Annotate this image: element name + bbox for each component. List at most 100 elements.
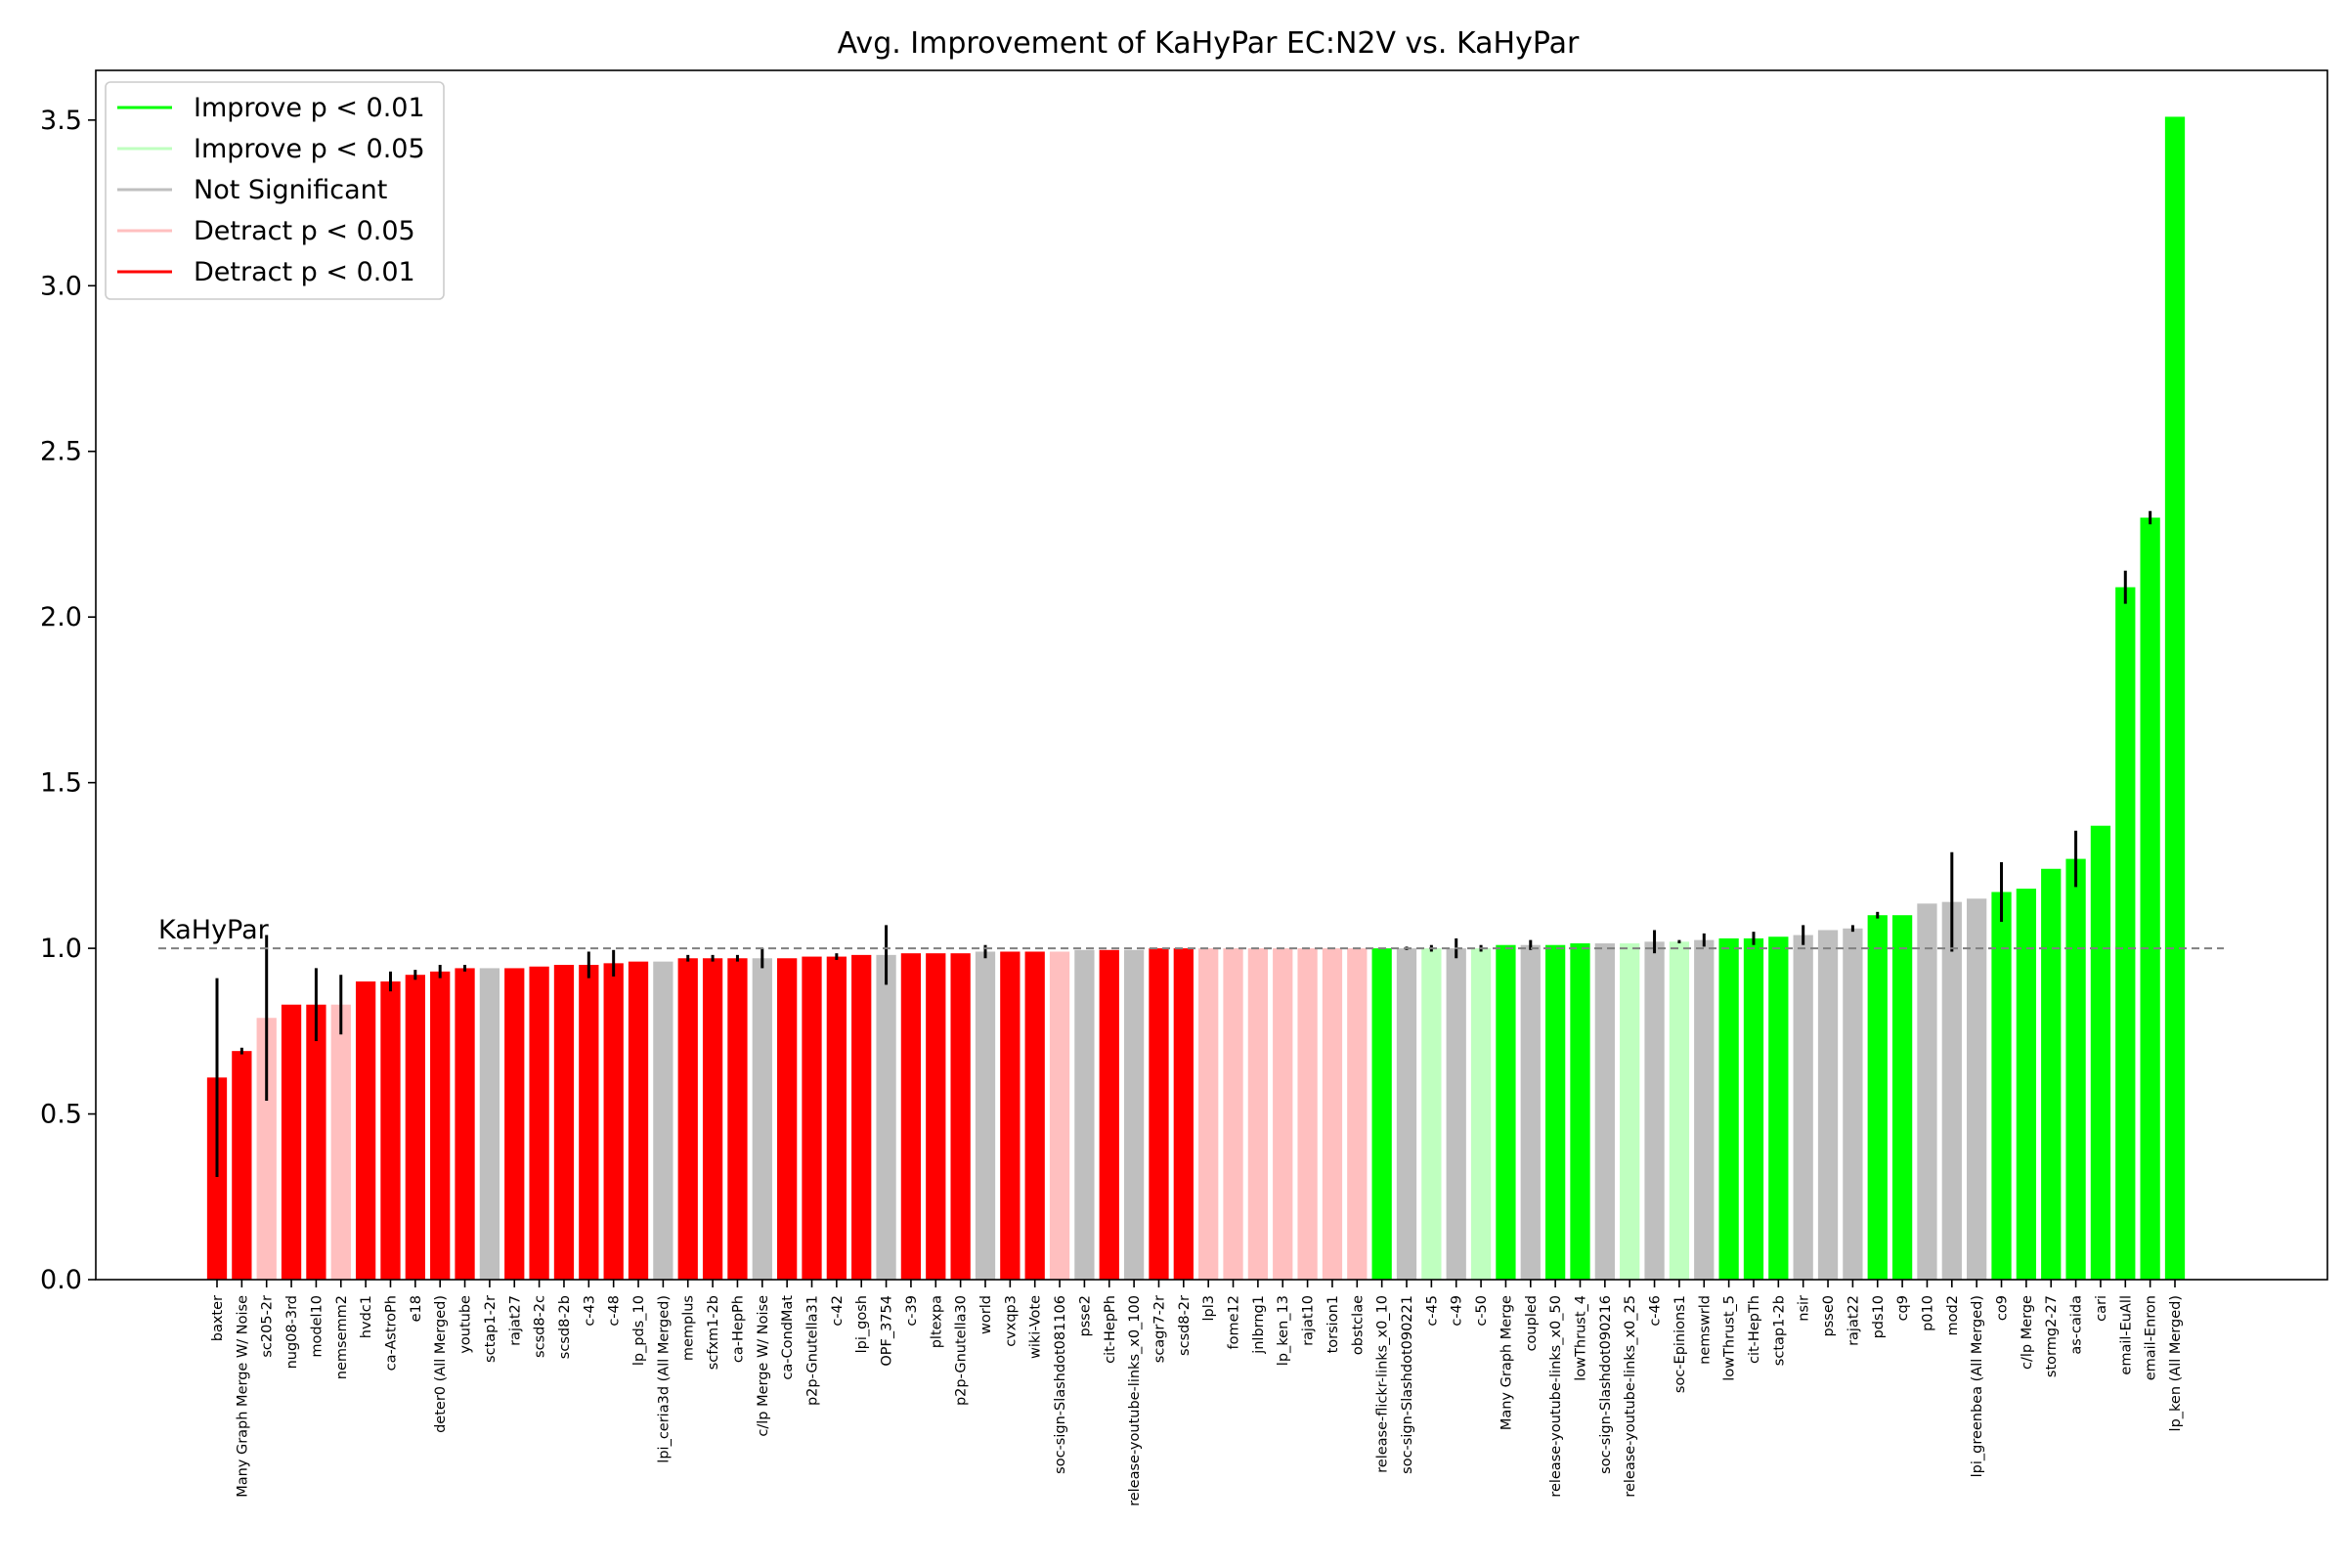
x-tick-label: c/lp Merge W/ Noise bbox=[756, 1295, 771, 1437]
x-tick-label: soc-sign-Slashdot090221 bbox=[1400, 1295, 1415, 1474]
x-tick-label: email-EuAll bbox=[2118, 1295, 2134, 1375]
x-tick-label: deter0 (All Merged) bbox=[433, 1295, 449, 1433]
x-tick-label: p2p-Gnutella30 bbox=[954, 1295, 970, 1406]
x-tick-label: lp_pds_10 bbox=[631, 1295, 647, 1366]
bar-c-42 bbox=[826, 956, 847, 1280]
x-tick-label: soc-sign-Slashdot081106 bbox=[1053, 1295, 1068, 1474]
bar-world bbox=[975, 951, 996, 1280]
bar-lowthrust-4 bbox=[1570, 943, 1590, 1280]
x-tick-label: release-youtube-links_x0_25 bbox=[1623, 1295, 1638, 1498]
legend-label: Improve p < 0.01 bbox=[194, 93, 425, 123]
x-tick-label: nemsemm2 bbox=[334, 1295, 350, 1379]
y-tick-label: 3.5 bbox=[40, 106, 82, 136]
x-tick-label: release-youtube-links_x0_100 bbox=[1127, 1295, 1143, 1506]
bar-p010 bbox=[1917, 903, 1937, 1280]
bar-release-youtube-links-x0-100 bbox=[1123, 949, 1145, 1280]
y-tick-label: 2.5 bbox=[40, 437, 82, 467]
legend-label: Detract p < 0.05 bbox=[194, 216, 415, 246]
bar-c-39 bbox=[900, 953, 922, 1280]
bar-youtube bbox=[455, 968, 475, 1280]
x-tick-label: lp_ken_13 bbox=[1276, 1295, 1291, 1366]
bar-c-46 bbox=[1644, 941, 1665, 1280]
x-tick-label: c-43 bbox=[582, 1295, 597, 1327]
x-tick-label: ca-CondMat bbox=[780, 1295, 796, 1380]
x-tick-label: ca-HepPh bbox=[730, 1295, 746, 1363]
x-tick-label: lowThrust_4 bbox=[1573, 1295, 1588, 1381]
x-tick-label: cit-HepPh bbox=[1103, 1295, 1118, 1364]
bar-lp-ken-13 bbox=[1273, 948, 1293, 1280]
x-tick-label: cit-HepTh bbox=[1747, 1295, 1762, 1364]
bar-soc-sign-slashdot090221 bbox=[1396, 948, 1417, 1280]
bar-pltexpa bbox=[926, 953, 946, 1280]
y-tick-label: 2.0 bbox=[40, 602, 82, 632]
x-tick-label: memplus bbox=[681, 1295, 697, 1361]
bar-c-48 bbox=[603, 963, 624, 1280]
x-tick-label: rajat22 bbox=[1846, 1295, 1861, 1346]
x-tick-label: nsir bbox=[1797, 1295, 1812, 1322]
bar-lowthrust-5 bbox=[1718, 937, 1739, 1280]
x-tick-label: p2p-Gnutella31 bbox=[805, 1295, 821, 1406]
x-tick-label: model10 bbox=[309, 1295, 325, 1358]
bar-release-youtube-links-x0-50 bbox=[1545, 944, 1566, 1280]
x-tick-label: scfxm1-2b bbox=[706, 1295, 721, 1370]
x-tick-label: lpi_greenbea (All Merged) bbox=[1970, 1295, 1985, 1477]
bar-sctap1-2r bbox=[479, 968, 500, 1280]
bar-psse2 bbox=[1074, 949, 1095, 1280]
y-tick-label: 1.5 bbox=[40, 768, 82, 799]
bar-torsion1 bbox=[1322, 948, 1343, 1280]
bar-scsd8-2c bbox=[529, 966, 549, 1280]
x-tick-label: mod2 bbox=[1945, 1295, 1961, 1335]
bar-c-lp-merge-w-noise bbox=[752, 958, 772, 1280]
x-tick-label: c-46 bbox=[1648, 1295, 1664, 1327]
bar-memplus bbox=[677, 958, 698, 1280]
x-tick-label: p010 bbox=[1920, 1295, 1935, 1331]
x-tick-label: youtube bbox=[458, 1295, 474, 1354]
bar-email-enron bbox=[2140, 517, 2160, 1280]
x-tick-label: cvxqp3 bbox=[1003, 1295, 1019, 1347]
bar-lp-ken-all-merged bbox=[2164, 116, 2186, 1281]
x-tick-label: soc-sign-Slashdot090216 bbox=[1598, 1295, 1614, 1474]
bar-fome12 bbox=[1223, 948, 1243, 1280]
bar-cari bbox=[2090, 825, 2111, 1280]
x-tick-label: coupled bbox=[1524, 1295, 1540, 1351]
bar-sctap1-2b bbox=[1768, 936, 1789, 1280]
y-axis: 0.0 0.5 1.0 1.5 2.0 2.5 3.0 3.5 bbox=[40, 106, 96, 1295]
bar-lpi-greenbea-all-merged bbox=[1967, 898, 1987, 1280]
bar-many-graph-merge bbox=[1496, 944, 1516, 1280]
x-tick-label: nug08-3rd bbox=[284, 1295, 300, 1369]
x-tick-label: sc205-2r bbox=[260, 1295, 276, 1358]
x-tick-label: c/lp Merge bbox=[2020, 1295, 2035, 1370]
x-tick-label: jnlbrng1 bbox=[1251, 1295, 1267, 1355]
x-tick-label: obstclae bbox=[1350, 1295, 1366, 1355]
bar-coupled bbox=[1520, 944, 1541, 1280]
x-tick-label: release-youtube-links_x0_50 bbox=[1548, 1295, 1564, 1498]
x-tick-label: c-48 bbox=[607, 1295, 623, 1327]
x-tick-label: psse2 bbox=[1077, 1295, 1093, 1336]
chart-title: Avg. Improvement of KaHyPar EC:N2V vs. K… bbox=[838, 26, 1580, 61]
bars-layer bbox=[206, 116, 2186, 1281]
bar-e18 bbox=[405, 975, 425, 1280]
legend-label: Detract p < 0.01 bbox=[194, 257, 415, 287]
bar-scsd8-2r bbox=[1173, 948, 1194, 1280]
bar-soc-sign-slashdot081106 bbox=[1049, 951, 1070, 1280]
bar-lpi-ceria3d-all-merged bbox=[653, 961, 673, 1280]
bar-nsir bbox=[1793, 935, 1813, 1280]
x-tick-label: baxter bbox=[210, 1295, 226, 1341]
bar-opf-3754 bbox=[876, 954, 896, 1280]
x-tick-label: cari bbox=[2094, 1295, 2109, 1322]
x-tick-label: psse0 bbox=[1821, 1295, 1837, 1336]
x-tick-label: torsion1 bbox=[1325, 1295, 1341, 1353]
x-tick-label: stormg2-27 bbox=[2044, 1295, 2060, 1377]
x-tick-label: sctap1-2r bbox=[483, 1295, 499, 1363]
x-tick-label: lpl3 bbox=[1201, 1295, 1217, 1322]
x-tick-label: c-49 bbox=[1450, 1295, 1465, 1327]
x-tick-label: scsd8-2r bbox=[1177, 1295, 1193, 1356]
x-tick-label: lp_ken (All Merged) bbox=[2168, 1295, 2184, 1431]
bar-p2p-gnutella30 bbox=[950, 953, 971, 1280]
bar-sc205-2r bbox=[256, 1018, 277, 1280]
bar-rajat10 bbox=[1297, 948, 1318, 1280]
x-tick-label: scsd8-2b bbox=[557, 1295, 573, 1359]
x-tick-label: lpi_ceria3d (All Merged) bbox=[656, 1295, 672, 1463]
bar-nemswrld bbox=[1694, 939, 1715, 1280]
x-tick-label: ca-AstroPh bbox=[383, 1295, 399, 1371]
